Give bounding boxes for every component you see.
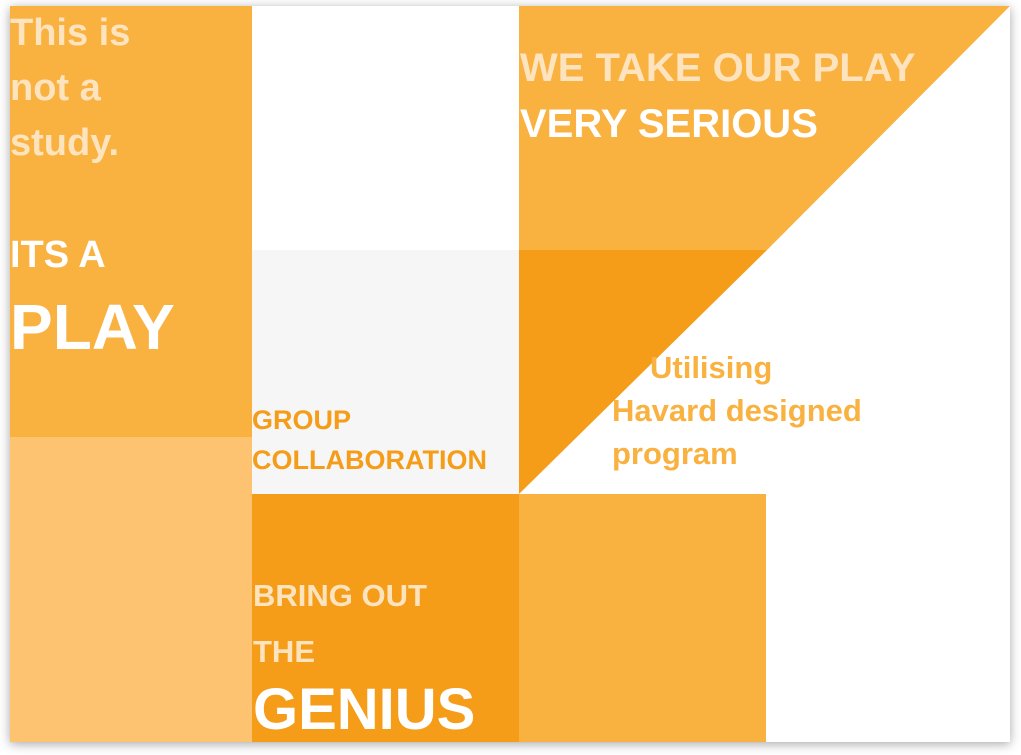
poster-board: This is not a study. ITS A PLAY WE TAKE … [10, 6, 1010, 742]
we-take-heading: WE TAKE OUR PLAY [520, 46, 916, 90]
group-collaboration-text: GROUP COLLABORATION [252, 400, 522, 480]
tagline-heading: This is not a study. [10, 6, 252, 171]
program-line-3: program [612, 436, 738, 471]
center-bottom-tile [252, 494, 519, 742]
its-a-text: ITS A [10, 234, 106, 276]
bring-line-2: THE [253, 634, 315, 669]
genius-heading: GENIUS [253, 677, 476, 742]
program-line-2: Havard designed [612, 393, 862, 428]
bring-out-text: BRING OUT THE [253, 568, 427, 680]
group-line-2: COLLABORATION [252, 445, 487, 475]
upper-orange-triangle [519, 6, 1010, 250]
tagline-line-2: not a [10, 67, 101, 109]
play-heading: PLAY [10, 291, 175, 363]
center-top-tile [252, 6, 519, 250]
left-upper-tile [10, 6, 252, 437]
diagonal-triangles [519, 6, 1010, 494]
center-middle-tile [252, 250, 519, 494]
very-serious-heading: VERY SERIOUS [520, 102, 818, 146]
group-line-1: GROUP [252, 405, 352, 435]
left-lower-tile [10, 437, 252, 742]
right-bottom-tile [519, 494, 766, 742]
lower-deep-orange-triangle [519, 250, 767, 494]
bring-line-1: BRING OUT [253, 578, 427, 613]
program-line-1: Utilising [650, 350, 773, 385]
program-text: Utilising Havard designed program [612, 346, 912, 475]
tagline-line-3: study. [10, 122, 120, 164]
tagline-line-1: This is [10, 12, 131, 54]
